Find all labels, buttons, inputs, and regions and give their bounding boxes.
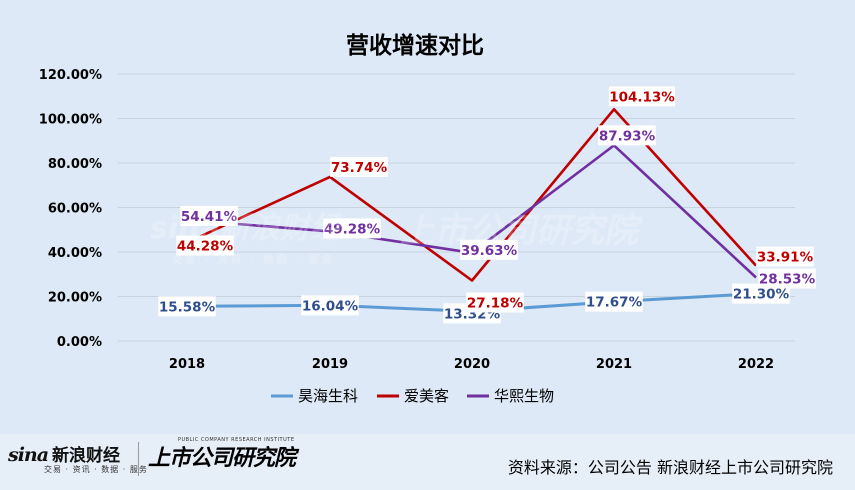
y-tick-label: 40.00% — [48, 246, 102, 261]
data-label: 15.58% — [158, 296, 216, 317]
legend: 昊海生科 爱美客 华熙生物 — [271, 387, 554, 405]
y-tick-label: 20.00% — [48, 291, 102, 306]
data-label-box — [301, 295, 359, 316]
data-label: 49.28% — [323, 218, 381, 239]
data-label-box — [732, 283, 790, 304]
data-label-text: 49.28% — [324, 221, 381, 237]
data-label-box — [608, 86, 676, 107]
x-axis: 2018 2019 2020 2021 2022 — [169, 357, 774, 372]
institute-name: 上市公司研究院 — [148, 446, 296, 471]
chart-title: 营收增速对比 — [346, 32, 484, 59]
data-label: 73.74% — [330, 156, 388, 177]
data-label-text: 104.13% — [609, 89, 675, 105]
y-axis: 0.00% 20.00% 40.00% 60.00% 80.00% 100.00% 120.… — [39, 68, 102, 350]
data-label-box — [158, 296, 216, 317]
source-note: 资料来源：公司公告 新浪财经上市公司研究院 — [507, 458, 833, 477]
legend-entry: 爱美客 — [377, 387, 449, 405]
data-label-box — [466, 292, 524, 313]
data-label-text: 73.74% — [331, 160, 388, 176]
y-tick-label: 60.00% — [48, 202, 102, 217]
data-label-text: 21.30% — [733, 287, 790, 303]
data-label: 104.13% — [608, 86, 676, 107]
data-label: 87.93% — [598, 125, 656, 146]
data-label-text: 15.58% — [159, 299, 216, 315]
x-tick-label: 2018 — [169, 357, 205, 372]
data-label-box — [585, 291, 643, 312]
sina-subtitle: 交易 · 资讯 · 数据 · 服务 — [44, 465, 148, 474]
institute-logo: PUBLIC COMPANY RESEARCH INSTITUTE 上市公司研究… — [148, 437, 296, 472]
line-chart: 营收增速对比 0.00% 20.00% 40.00% 60.00% 80.00% 100.… — [39, 32, 816, 405]
data-label: 27.18% — [466, 292, 524, 313]
data-label: 17.67% — [585, 291, 643, 312]
x-tick-label: 2022 — [738, 357, 774, 372]
sina-brand: sina — [8, 444, 49, 466]
data-label-box — [180, 205, 238, 226]
data-label-text: 27.18% — [467, 296, 524, 312]
data-label-text: 54.41% — [181, 209, 238, 225]
y-tick-label: 0.00% — [57, 335, 102, 350]
footer — [0, 434, 855, 490]
series-line-2 — [186, 108, 757, 282]
data-label: 54.41% — [180, 205, 238, 226]
data-label-box — [758, 268, 816, 289]
x-tick-label: 2019 — [312, 357, 348, 372]
data-label-box — [598, 125, 656, 146]
data-label-text: 44.28% — [177, 238, 234, 254]
data-labels: 15.58% 16.04%13.32%17.67%21.30%44.28%73.7… — [158, 86, 816, 324]
data-label-text: 17.67% — [586, 295, 643, 311]
institute-english: PUBLIC COMPANY RESEARCH INSTITUTE — [178, 437, 295, 443]
sina-brand-cn: 新浪财经 — [52, 446, 121, 466]
series-lines — [186, 108, 757, 313]
x-tick-label: 2020 — [454, 357, 490, 372]
legend-label: 华熙生物 — [494, 387, 554, 405]
legend-entry: 昊海生科 — [271, 387, 358, 405]
data-label: 16.04% — [301, 295, 359, 316]
data-label-text: 33.91% — [757, 250, 814, 266]
data-label-box — [323, 218, 381, 239]
data-label-text: 16.04% — [302, 298, 359, 314]
data-label-text: 39.63% — [461, 243, 518, 259]
footer-divider — [138, 442, 139, 476]
data-label-box — [756, 246, 814, 267]
y-tick-label: 100.00% — [39, 113, 102, 128]
data-label: 21.30% — [732, 283, 790, 304]
legend-entry: 华熙生物 — [467, 387, 554, 405]
data-label-box — [176, 235, 234, 256]
data-label: 28.53% — [758, 268, 816, 289]
data-label-box — [460, 239, 518, 260]
data-label: 39.63% — [460, 239, 518, 260]
y-tick-label: 120.00% — [39, 68, 102, 83]
data-label-text: 87.93% — [599, 128, 656, 144]
legend-label: 昊海生科 — [298, 387, 358, 405]
data-label-box — [330, 156, 388, 177]
legend-label: 爱美客 — [404, 387, 449, 405]
data-label-text: 28.53% — [759, 272, 816, 288]
x-tick-label: 2021 — [596, 357, 632, 372]
sina-finance-logo: sina 新浪财经 交易 · 资讯 · 数据 · 服务 — [8, 441, 148, 475]
y-tick-label: 80.00% — [48, 157, 102, 172]
data-label: 44.28% — [176, 235, 234, 256]
data-label: 33.91% — [756, 246, 814, 267]
